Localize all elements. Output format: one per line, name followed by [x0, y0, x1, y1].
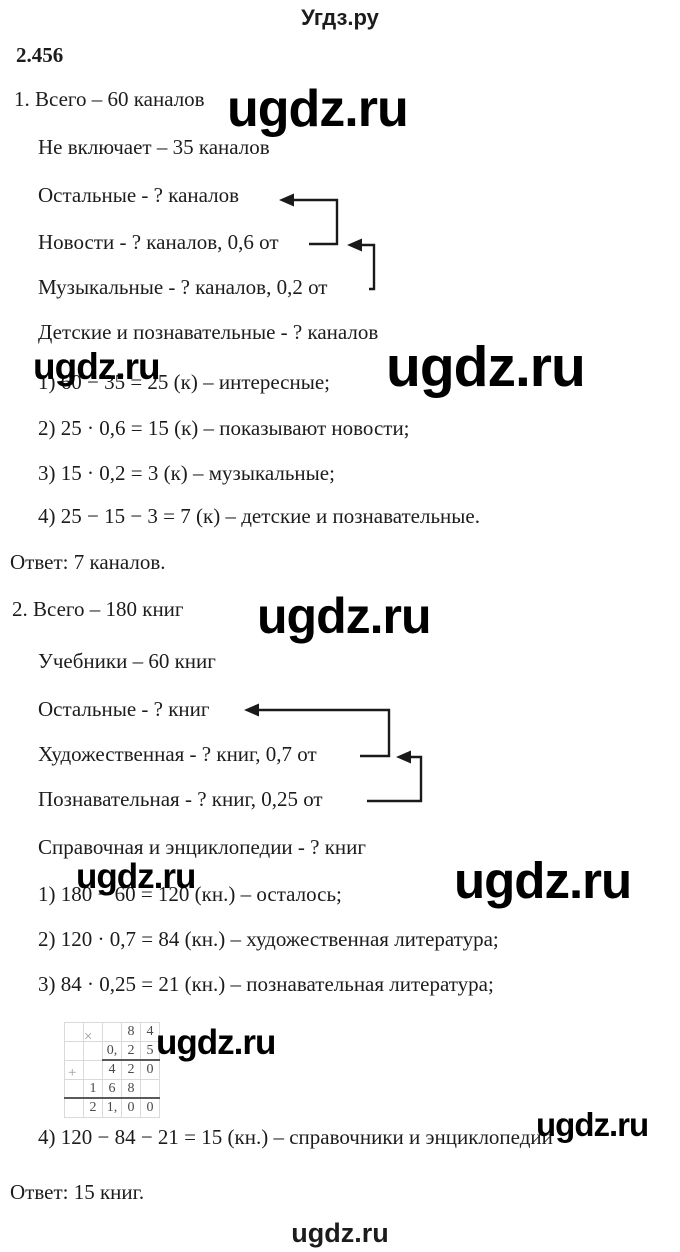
multiply-sign: ×: [84, 1029, 93, 1045]
p2-step-4: 4) 120 − 84 − 21 = 15 (кн.) – справочник…: [38, 1125, 553, 1149]
mult-cell: 0,: [102, 1041, 122, 1061]
p2-given-total: 2. Всего – 180 книг: [12, 597, 184, 621]
multiplication-rule-1: [102, 1059, 160, 1061]
watermark: ugdz.ru: [536, 1106, 649, 1143]
p2-given-rest: Остальные - ? книг: [38, 697, 210, 721]
mult-cell: 2: [83, 1098, 103, 1118]
multiplication-grid: 8 4 0, 2 5 4 2 0 1 6 8: [64, 1022, 160, 1118]
arrow-cognitive-to-fiction-line: [367, 755, 423, 803]
watermark: ugdz.ru: [454, 852, 632, 909]
mult-cell: 4: [102, 1060, 122, 1080]
watermark: ugdz.ru: [33, 346, 161, 387]
mult-cell: 6: [102, 1079, 122, 1099]
p2-step-1: 1) 180 − 60 = 120 (кн.) – осталось;: [38, 882, 342, 906]
p2-step-2: 2) 120 · 0,7 = 84 (кн.) – художественная…: [38, 927, 499, 951]
mult-cell: 8: [121, 1079, 141, 1099]
watermark: ugdz.ru: [227, 80, 409, 138]
problem-number: 2.456: [16, 43, 64, 67]
p1-given-kids: Детские и познавательные - ? каналов: [38, 320, 379, 344]
p2-given-reference: Справочная и энциклопедии - ? книг: [38, 835, 367, 859]
mult-cell: 1,: [102, 1098, 122, 1118]
mult-cell: [102, 1022, 122, 1042]
mult-cell: [64, 1079, 84, 1099]
watermark: ugdz.ru: [386, 335, 586, 399]
p1-given-music: Музыкальные - ? каналов, 0,2 от: [38, 275, 328, 299]
p2-given-textbooks: Учебники – 60 книг: [38, 649, 216, 673]
arrowhead-icon: [396, 750, 411, 764]
plus-sign: +: [68, 1065, 77, 1081]
p2-step-3: 3) 84 · 0,25 = 21 (кн.) – познавательная…: [38, 972, 494, 996]
mult-cell: 2: [121, 1060, 141, 1080]
p1-given-total: 1. Всего – 60 каналов: [14, 87, 205, 111]
multiplication-rule-2: [64, 1097, 160, 1099]
arrow-music-to-news-line: [358, 243, 376, 291]
p1-step-3: 3) 15 · 0,2 = 3 (к) – музыкальные;: [38, 461, 335, 485]
watermark: ugdz.ru: [76, 857, 196, 896]
mult-cell: [140, 1079, 160, 1099]
mult-cell: 1: [83, 1079, 103, 1099]
site-header: Угдз.ру: [301, 5, 379, 30]
mult-cell: [64, 1098, 84, 1118]
mult-cell: [64, 1041, 84, 1061]
mult-cell: 2: [121, 1041, 141, 1061]
multiplication-column-work: 8 4 0, 2 5 4 2 0 1 6 8: [64, 1022, 160, 1118]
p1-given-news: Новости - ? каналов, 0,6 от: [38, 230, 279, 254]
mult-cell: 0: [121, 1098, 141, 1118]
p2-given-fiction: Художественная - ? книг, 0,7 от: [38, 742, 317, 766]
p1-step-1: 1) 60 − 35 = 25 (к) – интересные;: [38, 370, 331, 394]
p2-given-cognitive: Познавательная - ? книг, 0,25 от: [38, 787, 323, 811]
arrowhead-icon: [244, 703, 259, 717]
p1-step-2: 2) 25 · 0,6 = 15 (к) – показывают новост…: [38, 416, 410, 440]
p1-given-rest: Остальные - ? каналов: [38, 183, 240, 207]
p1-answer: Ответ: 7 каналов.: [10, 550, 166, 574]
p2-answer: Ответ: 15 книг.: [10, 1180, 145, 1204]
watermark: ugdz.ru: [257, 588, 432, 644]
footer-watermark: ugdz.ru: [291, 1218, 389, 1248]
mult-cell: [64, 1022, 84, 1042]
mult-cell: 0: [140, 1098, 160, 1118]
mult-cell: [83, 1060, 103, 1080]
p1-step-4: 4) 25 − 15 − 3 = 7 (к) – детские и позна…: [38, 504, 480, 528]
mult-cell: 0: [140, 1060, 160, 1080]
arrowhead-icon: [347, 238, 362, 252]
arrowhead-icon: [279, 193, 294, 207]
p1-given-excluded: Не включает – 35 каналов: [38, 135, 270, 159]
arrow-news-to-rest-line: [291, 198, 339, 246]
watermark: ugdz.ru: [156, 1023, 276, 1062]
mult-cell: 8: [121, 1022, 141, 1042]
